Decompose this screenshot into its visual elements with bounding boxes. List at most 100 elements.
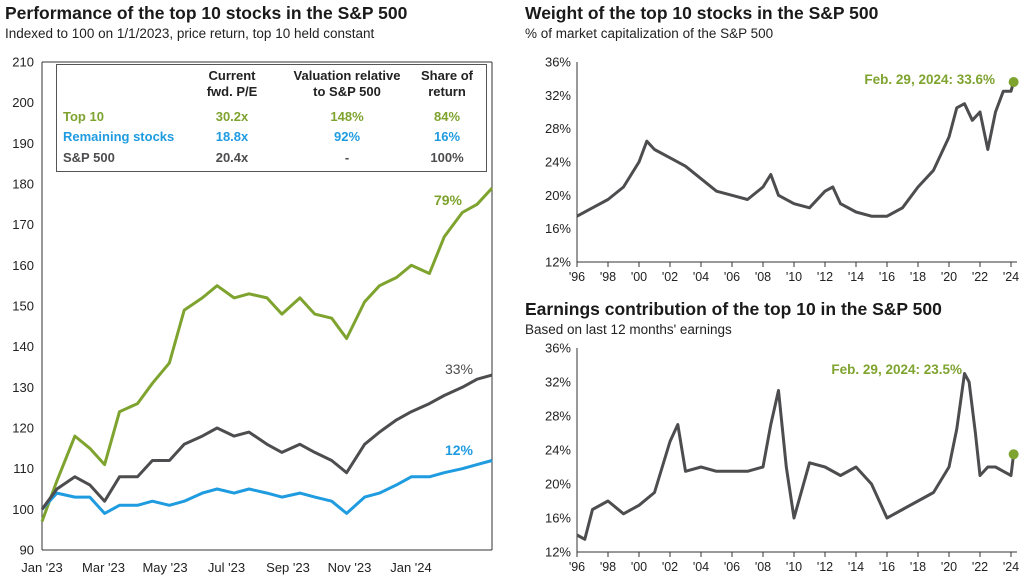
end-label-top-10: 79%: [434, 192, 463, 208]
x-tick-label: '00: [631, 560, 647, 574]
y-tick-label: 200: [12, 95, 34, 110]
x-tick-label: '18: [910, 560, 926, 574]
x-tick-label: '04: [693, 270, 709, 284]
weight-chart: 12% 16% 20% 24% 28% 32% 36% '96 '98 '00 '02 '04 '06 '…: [545, 55, 1019, 285]
x-tick-label: '12: [817, 270, 833, 284]
y-tick-label: 16%: [545, 511, 571, 526]
end-label-remaining-stocks: 12%: [445, 442, 474, 458]
latest-value-annotation: Feb. 29, 2024: 23.5%: [831, 362, 962, 377]
y-tick-label: 20%: [545, 188, 571, 203]
y-tick-label: 90: [20, 543, 34, 558]
x-tick-label: '08: [755, 270, 771, 284]
x-tick-label: '10: [786, 560, 802, 574]
y-tick-label: 140: [12, 339, 34, 354]
weight-chart-title: Weight of the top 10 stocks in the S&P 5…: [525, 3, 879, 23]
series-line-s-p-500: [40, 373, 493, 511]
x-tick-label: '24: [1003, 560, 1019, 574]
earnings-chart: 12% 16% 20% 24% 28% 32% 36% '96 '98 '00 '02 '04 '06 '…: [545, 341, 1019, 575]
y-tick-label: 120: [12, 421, 34, 436]
row-sp500-share: 100%: [430, 150, 464, 165]
series-line-top-10: [40, 187, 494, 523]
x-tick-label: '12: [817, 560, 833, 574]
header-pe: Current fwd. P/E: [192, 68, 272, 100]
y-tick-label: 32%: [545, 88, 571, 103]
header-share-line1: Share of: [420, 68, 473, 83]
row-remaining-pe: 18.8x: [215, 129, 249, 144]
x-tick-label: '96: [569, 270, 585, 284]
row-top10-pe: 30.2x: [215, 109, 249, 124]
series-line: [576, 81, 1016, 218]
x-tick-label: '22: [972, 560, 988, 574]
x-tick-label: '22: [972, 270, 988, 284]
x-tick-label: '06: [724, 270, 740, 284]
x-tick-label: '16: [879, 270, 895, 284]
y-tick-label: 170: [12, 217, 34, 232]
row-top10-label: Top 10: [63, 109, 104, 124]
x-tick-label: '98: [600, 270, 616, 284]
y-tick-label: 28%: [545, 409, 571, 424]
y-tick-label: 100: [12, 502, 34, 517]
header-share: Share of return: [412, 68, 482, 100]
y-tick-label: 36%: [545, 341, 571, 356]
x-tick-label: '20: [941, 270, 957, 284]
row-top10-rel: 148%: [330, 109, 364, 124]
x-tick-label: '18: [910, 270, 926, 284]
left-chart-title: Performance of the top 10 stocks in the …: [5, 3, 408, 23]
latest-value-annotation: Feb. 29, 2024: 33.6%: [864, 72, 995, 87]
y-tick-label: 28%: [545, 121, 571, 136]
row-remaining-rel: 92%: [333, 129, 361, 144]
x-tick-label: '24: [1003, 270, 1019, 284]
weight-chart-subtitle: % of market capitalization of the S&P 50…: [525, 26, 774, 41]
header-relative: Valuation relative to S&P 500: [287, 68, 407, 100]
left-chart-subtitle: Indexed to 100 on 1/1/2023, price return…: [5, 26, 375, 41]
y-tick-label: 24%: [545, 443, 571, 458]
y-tick-label: 190: [12, 136, 34, 151]
x-tick-label: Jul '23: [208, 560, 245, 575]
x-tick-label: '20: [941, 560, 957, 574]
x-tick-label: '96: [569, 560, 585, 574]
series-line: [576, 372, 1016, 541]
y-tick-label: 150: [12, 299, 34, 314]
x-tick-label: '02: [662, 560, 678, 574]
x-tick-label: '04: [693, 560, 709, 574]
x-tick-label: Nov '23: [328, 560, 372, 575]
y-tick-label: 12%: [545, 545, 571, 560]
x-tick-label: '00: [631, 270, 647, 284]
x-tick-label: May '23: [142, 560, 187, 575]
header-pe-line1: Current: [208, 68, 256, 83]
latest-value-dot: [1008, 449, 1019, 460]
x-tick-label: '02: [662, 270, 678, 284]
y-tick-label: 32%: [545, 375, 571, 390]
y-tick-label: 180: [12, 177, 34, 192]
earnings-chart-title: Earnings contribution of the top 10 in t…: [525, 299, 942, 319]
row-sp500-pe: 20.4x: [215, 150, 249, 165]
y-tick-label: 24%: [545, 155, 571, 170]
x-tick-label: '14: [848, 270, 864, 284]
row-sp500-label: S&P 500: [63, 150, 115, 165]
x-tick-label: Jan '23: [21, 560, 63, 575]
x-tick-label: '10: [786, 270, 802, 284]
x-tick-label: '06: [724, 560, 740, 574]
performance-chart: 90 100 110 120 130 140 150 160 170 180 190 200 210 Ja…: [12, 55, 494, 575]
y-tick-label: 110: [13, 461, 34, 476]
row-remaining-label: Remaining stocks: [63, 129, 175, 144]
latest-value-dot: [1008, 77, 1019, 87]
y-tick-label: 36%: [545, 55, 571, 70]
x-tick-label: Sep '23: [266, 560, 310, 575]
y-tick-label: 20%: [545, 477, 571, 492]
x-tick-label: Jan '24: [390, 560, 432, 575]
y-tick-label: 16%: [545, 221, 571, 236]
header-pe-line2: fwd. P/E: [206, 84, 258, 99]
valuation-table: Current fwd. P/E Valuation relative to S…: [56, 64, 487, 172]
end-label-s-p-500: 33%: [445, 361, 473, 377]
y-tick-label: 210: [12, 55, 34, 70]
header-relative-line1: Valuation relative: [293, 68, 401, 83]
y-tick-label: 130: [12, 380, 34, 395]
header-relative-line2: to S&P 500: [313, 84, 381, 99]
y-tick-label: 12%: [545, 255, 571, 270]
x-tick-label: '16: [879, 560, 895, 574]
x-tick-label: '08: [755, 560, 771, 574]
row-top10-share: 84%: [433, 109, 461, 124]
x-tick-label: '14: [848, 560, 864, 574]
row-sp500-rel: -: [344, 150, 350, 165]
